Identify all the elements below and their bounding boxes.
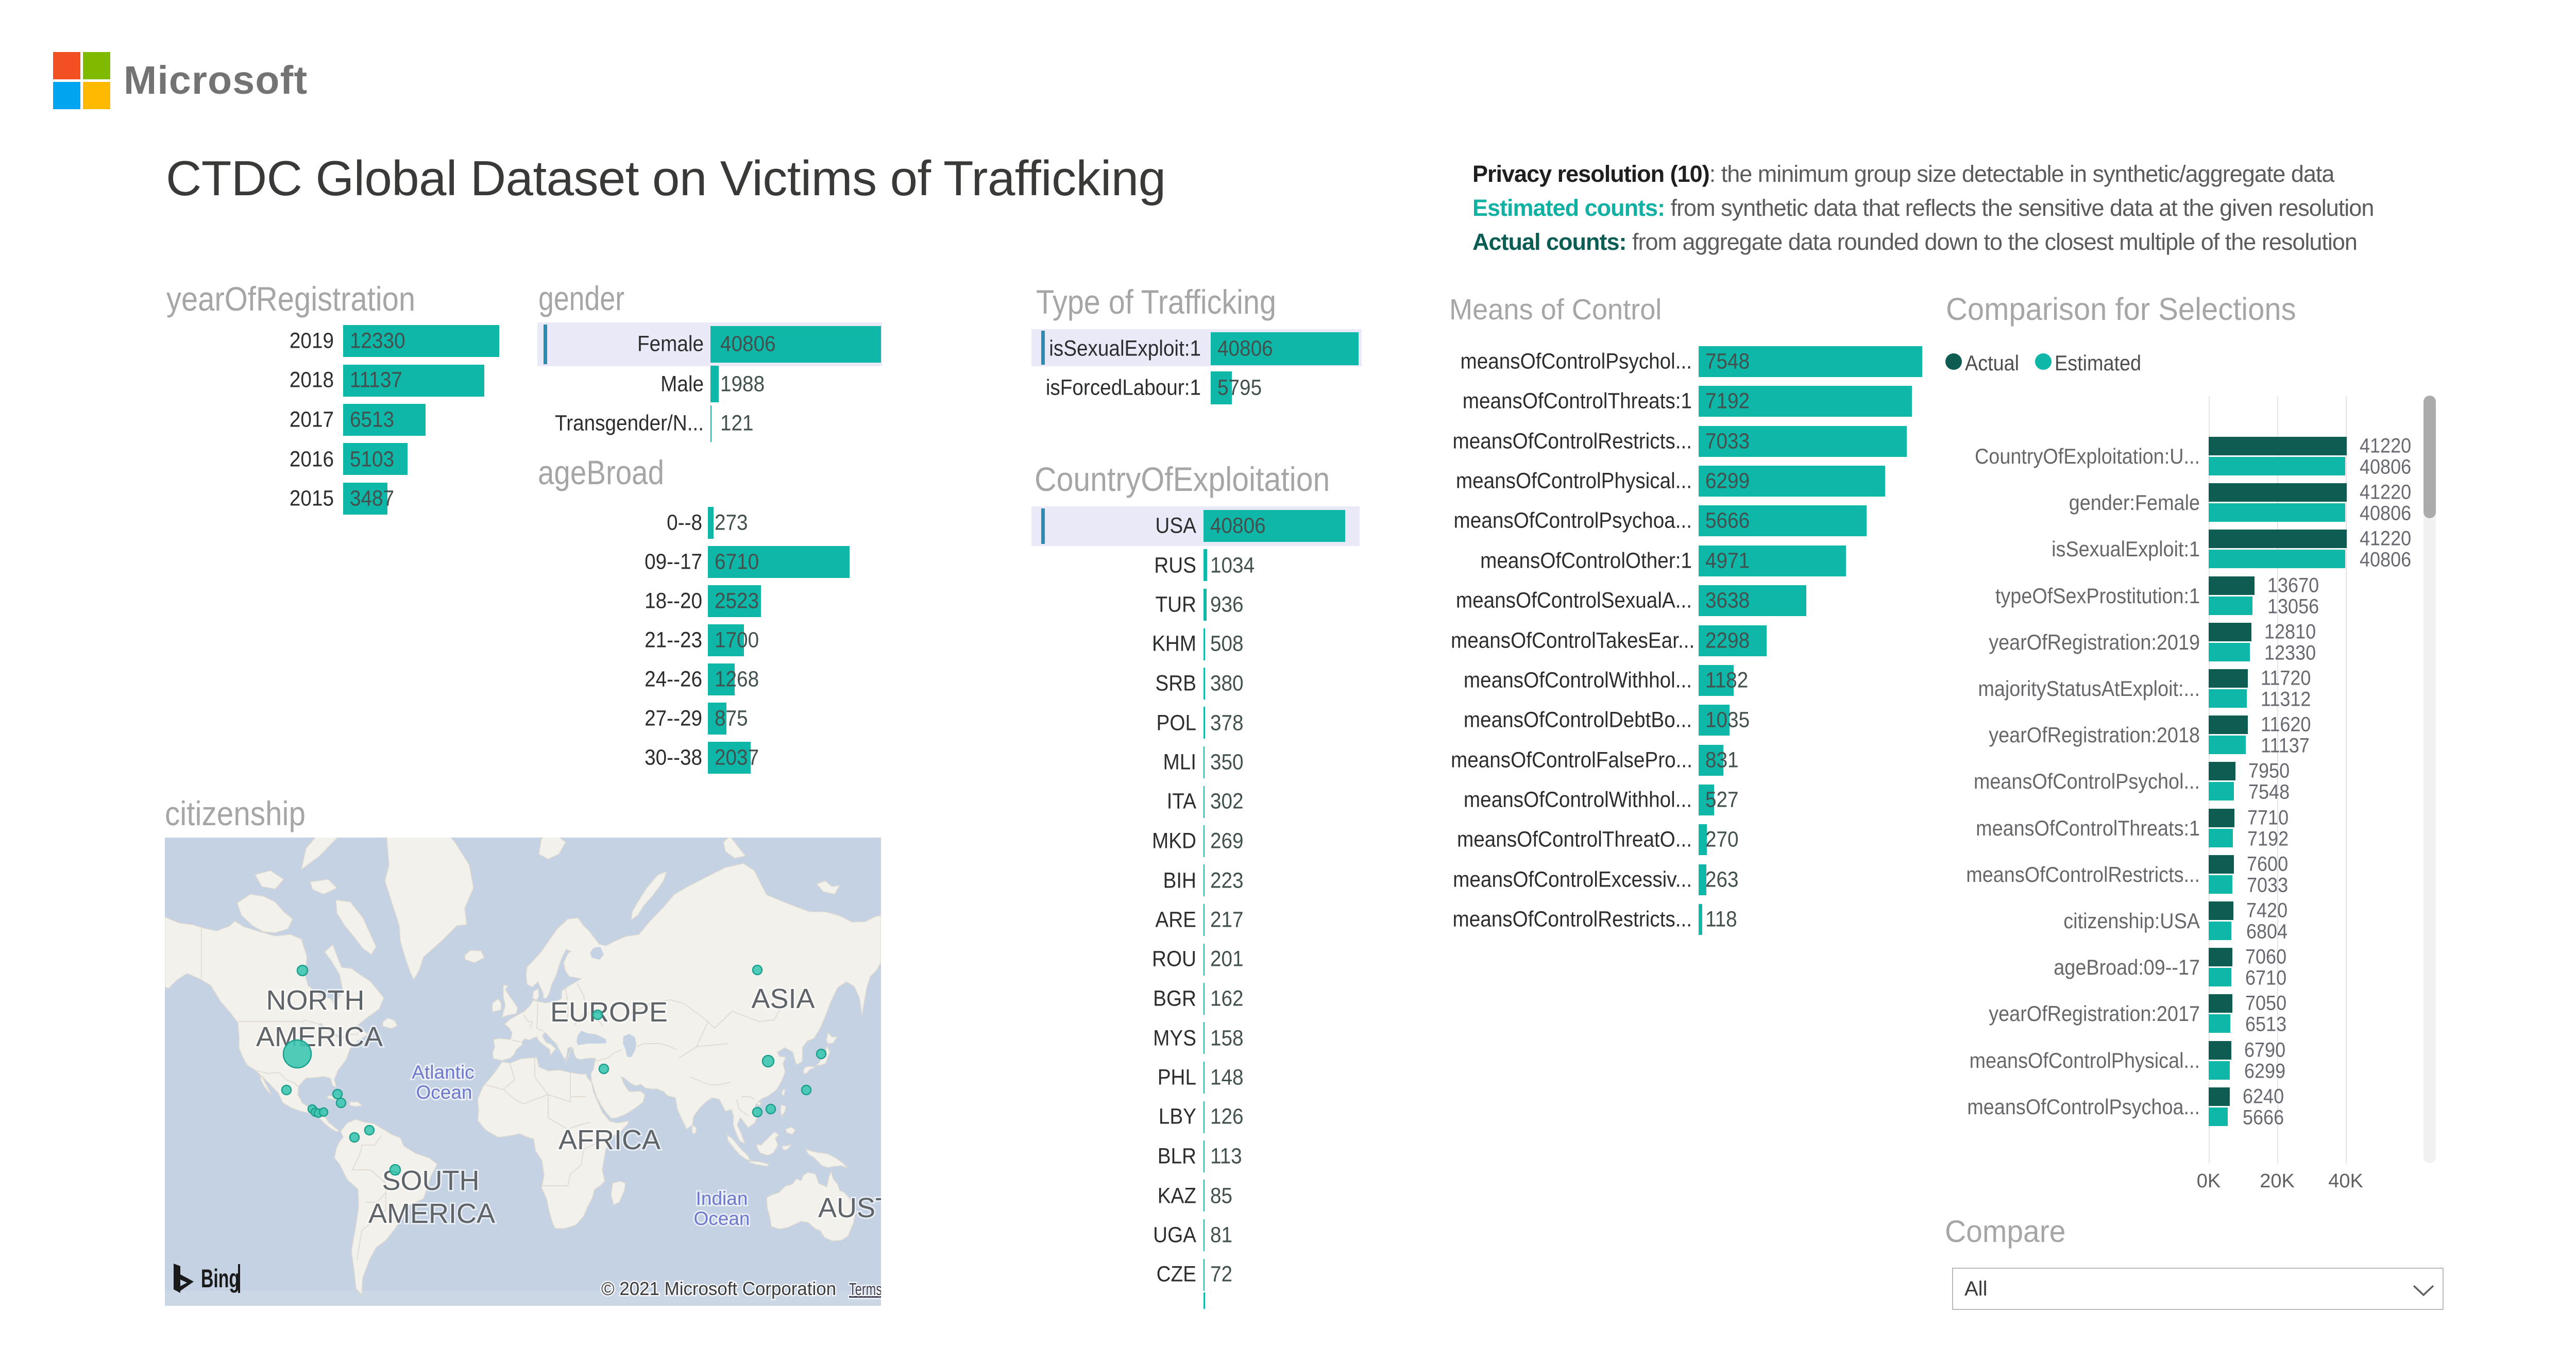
svg-text:AUST: AUST xyxy=(818,1192,881,1223)
svg-text:ASIA: ASIA xyxy=(751,983,815,1014)
svg-text:Ocean: Ocean xyxy=(416,1082,472,1103)
svg-text:Terms: Terms xyxy=(849,1280,881,1299)
svg-text:EUROPE: EUROPE xyxy=(550,997,668,1028)
svg-text:AMERICA: AMERICA xyxy=(256,1021,383,1052)
svg-text:Bing: Bing xyxy=(201,1264,240,1293)
svg-text:NORTH: NORTH xyxy=(266,985,364,1016)
svg-text:Indian: Indian xyxy=(696,1188,748,1209)
svg-text:© 2021 Microsoft Corporation: © 2021 Microsoft Corporation xyxy=(601,1278,836,1299)
svg-text:Ocean: Ocean xyxy=(693,1208,750,1229)
svg-text:AFRICA: AFRICA xyxy=(558,1124,660,1155)
svg-text:AMERICA: AMERICA xyxy=(368,1198,495,1229)
svg-text:Atlantic: Atlantic xyxy=(412,1062,474,1083)
